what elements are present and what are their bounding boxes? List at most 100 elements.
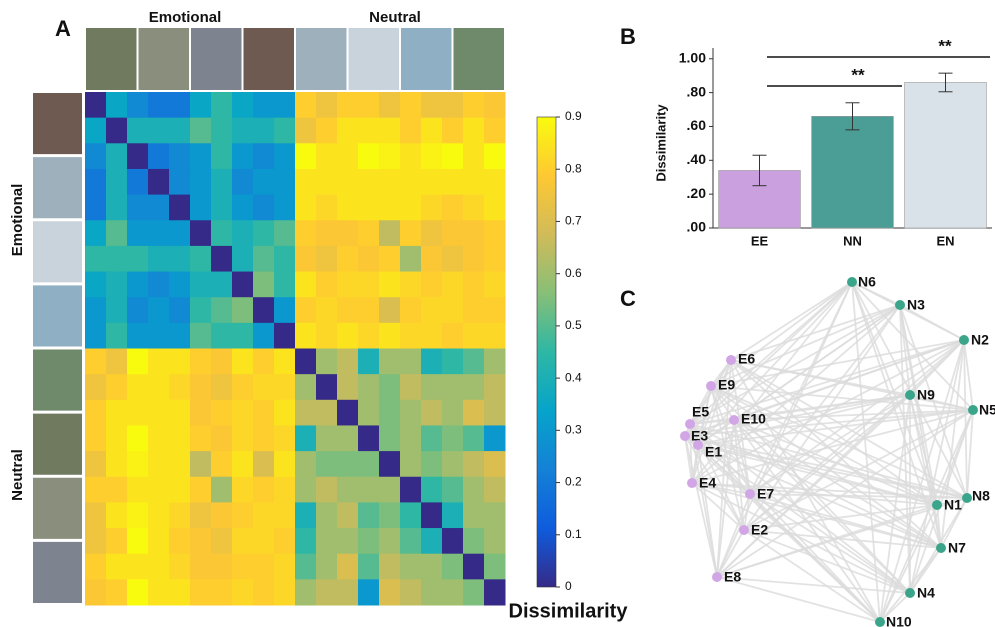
heatmap-cell — [295, 297, 317, 324]
heatmap-cell — [85, 374, 107, 401]
heatmap-cell — [127, 553, 149, 580]
edge — [716, 529, 745, 578]
edge — [936, 497, 968, 506]
node — [959, 335, 969, 345]
heatmap-cell — [463, 194, 485, 221]
edge — [710, 385, 968, 499]
photo — [33, 221, 82, 283]
heatmap-cell — [211, 168, 233, 196]
heatmap-cell — [379, 502, 401, 529]
heatmap-cell — [232, 476, 254, 503]
node-label: N10 — [886, 614, 912, 627]
heatmap-cell — [400, 553, 422, 580]
heatmap-cell — [190, 168, 212, 196]
heatmap-cell — [316, 245, 338, 273]
heatmap-cell — [295, 476, 317, 503]
heatmap-cell — [484, 528, 506, 555]
heatmap-cell — [253, 245, 275, 273]
heatmap-cell — [232, 579, 254, 606]
colorbar-tick-label: 0.5 — [565, 318, 582, 332]
edge — [743, 339, 965, 531]
colorbar — [536, 116, 557, 588]
heatmap-cell — [358, 399, 380, 426]
edge — [879, 504, 938, 623]
heatmap-cell — [106, 168, 128, 196]
heatmap-cell — [484, 168, 506, 196]
heatmap-cell — [169, 322, 191, 349]
heatmap-cell — [358, 117, 380, 144]
heatmap-cell — [463, 271, 485, 298]
heatmap-cell — [169, 168, 191, 196]
heatmap-cell — [484, 220, 506, 247]
heatmap-cell — [148, 476, 170, 503]
heatmap-cell — [463, 528, 485, 555]
heatmap-cell — [127, 322, 149, 349]
heatmap-cell — [337, 92, 359, 119]
edge — [716, 497, 968, 578]
y-tick-label: .60 — [687, 117, 707, 133]
heatmap-cell — [148, 502, 170, 529]
heatmap-cell — [316, 425, 338, 452]
heatmap-cell — [127, 271, 149, 298]
heatmap-cell — [127, 92, 149, 119]
node-label: E5 — [692, 404, 709, 420]
heatmap-cell — [232, 220, 254, 247]
heatmap-cell — [295, 194, 317, 221]
heatmap-cell — [442, 399, 464, 426]
heatmap-cell — [295, 528, 317, 555]
heatmap-cell — [127, 220, 149, 247]
y-axis-label: Dissimilarity — [653, 104, 668, 182]
heatmap-cell — [274, 451, 296, 478]
heatmap-cell — [337, 194, 359, 221]
heatmap-cell — [85, 322, 107, 349]
heatmap-cell — [127, 476, 149, 503]
heatmap-cell — [421, 451, 443, 478]
heatmap-cell — [421, 579, 443, 606]
photo — [243, 28, 294, 90]
edge — [716, 493, 751, 578]
heatmap-cell — [358, 553, 380, 580]
edge — [749, 493, 911, 594]
edge — [691, 482, 745, 531]
node-label: N9 — [917, 387, 935, 403]
edge — [909, 409, 974, 594]
heatmap-cell — [316, 168, 338, 196]
heatmap-cell — [295, 425, 317, 452]
edge — [743, 529, 942, 549]
node — [687, 478, 697, 488]
panel-letter: B — [620, 24, 636, 49]
node-label: E6 — [738, 351, 755, 367]
heatmap-cell — [442, 374, 464, 401]
heatmap-cell — [85, 425, 107, 452]
node-label: E10 — [741, 411, 766, 427]
heatmap-cell — [169, 220, 191, 247]
heatmap-cell — [190, 220, 212, 247]
heatmap-cell — [295, 245, 317, 273]
heatmap-cell — [85, 399, 107, 426]
heatmap-cell — [442, 220, 464, 247]
edge — [733, 419, 751, 495]
node — [739, 525, 749, 535]
heatmap-cell — [106, 579, 128, 606]
heatmap-cell — [421, 476, 443, 503]
heatmap-cell — [463, 168, 485, 196]
heatmap-cell — [295, 553, 317, 580]
edge — [730, 281, 853, 361]
heatmap-cell — [253, 502, 275, 529]
heatmap-cell — [148, 220, 170, 247]
heatmap-cell — [85, 348, 107, 375]
edge — [691, 482, 968, 499]
heatmap-cell — [211, 92, 233, 119]
significance-label: ** — [851, 65, 865, 84]
heatmap-cell — [442, 476, 464, 503]
heatmap-cell — [337, 220, 359, 247]
photo — [86, 28, 137, 90]
photo — [33, 413, 82, 475]
heatmap-cell — [316, 374, 338, 401]
heatmap-cell — [232, 553, 254, 580]
heatmap-cell — [442, 92, 464, 119]
edge — [684, 435, 718, 578]
heatmap-cell — [190, 194, 212, 221]
heatmap-cell — [85, 579, 107, 606]
heatmap-cell — [421, 143, 443, 170]
